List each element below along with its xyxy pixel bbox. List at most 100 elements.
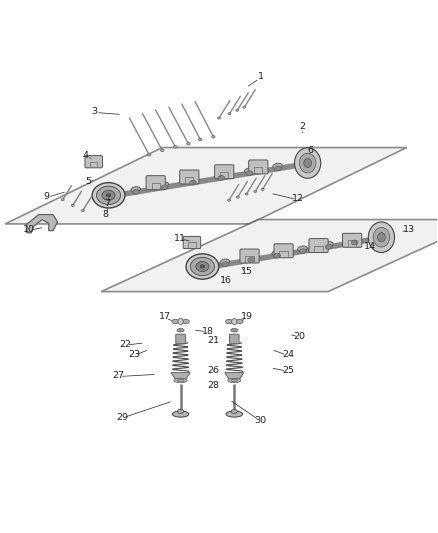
Text: 22: 22 <box>119 340 131 349</box>
Text: 23: 23 <box>128 350 140 359</box>
Ellipse shape <box>254 190 257 192</box>
Ellipse shape <box>273 163 282 168</box>
Polygon shape <box>171 373 190 379</box>
FancyBboxPatch shape <box>240 249 259 263</box>
Ellipse shape <box>106 193 111 197</box>
Ellipse shape <box>272 251 281 256</box>
Ellipse shape <box>218 117 220 119</box>
Text: 8: 8 <box>102 209 109 219</box>
Ellipse shape <box>351 240 358 245</box>
Ellipse shape <box>243 106 246 108</box>
FancyBboxPatch shape <box>215 165 234 179</box>
Ellipse shape <box>61 199 64 201</box>
Text: 13: 13 <box>403 225 415 234</box>
Ellipse shape <box>71 204 74 206</box>
Ellipse shape <box>182 319 189 324</box>
Ellipse shape <box>178 318 183 325</box>
Ellipse shape <box>325 245 332 249</box>
Ellipse shape <box>304 158 311 167</box>
FancyBboxPatch shape <box>309 239 328 253</box>
Ellipse shape <box>298 246 307 252</box>
Ellipse shape <box>96 186 120 205</box>
Ellipse shape <box>231 379 238 382</box>
Ellipse shape <box>196 262 209 271</box>
FancyBboxPatch shape <box>274 244 293 258</box>
Ellipse shape <box>200 265 205 268</box>
Ellipse shape <box>246 255 255 260</box>
Ellipse shape <box>245 193 248 195</box>
Ellipse shape <box>275 166 281 171</box>
FancyBboxPatch shape <box>230 334 239 344</box>
Ellipse shape <box>294 148 321 179</box>
Polygon shape <box>5 148 407 224</box>
Ellipse shape <box>231 409 237 414</box>
Ellipse shape <box>216 173 226 178</box>
Text: 12: 12 <box>292 195 304 203</box>
Ellipse shape <box>232 318 237 325</box>
Text: 17: 17 <box>159 312 170 321</box>
Ellipse shape <box>231 328 238 332</box>
Ellipse shape <box>350 237 359 243</box>
Ellipse shape <box>159 182 169 188</box>
Text: 16: 16 <box>219 277 232 285</box>
Ellipse shape <box>133 190 139 195</box>
Ellipse shape <box>190 180 196 185</box>
Ellipse shape <box>102 190 115 200</box>
Ellipse shape <box>228 112 231 115</box>
Ellipse shape <box>222 262 229 266</box>
Text: 4: 4 <box>83 151 89 160</box>
FancyBboxPatch shape <box>343 233 362 247</box>
FancyBboxPatch shape <box>249 160 268 174</box>
Ellipse shape <box>300 249 306 254</box>
Polygon shape <box>225 373 244 379</box>
Ellipse shape <box>244 168 254 173</box>
Ellipse shape <box>236 319 243 324</box>
Ellipse shape <box>220 259 230 264</box>
Ellipse shape <box>212 135 215 138</box>
Polygon shape <box>27 215 57 233</box>
Ellipse shape <box>373 228 390 247</box>
Ellipse shape <box>161 185 168 190</box>
Ellipse shape <box>228 378 241 383</box>
Ellipse shape <box>131 187 140 192</box>
Ellipse shape <box>274 253 280 258</box>
Ellipse shape <box>177 328 184 332</box>
Polygon shape <box>101 220 438 292</box>
FancyBboxPatch shape <box>146 176 165 190</box>
Ellipse shape <box>191 257 215 276</box>
Text: 30: 30 <box>254 416 267 425</box>
Ellipse shape <box>368 222 395 253</box>
Text: 15: 15 <box>241 267 253 276</box>
FancyBboxPatch shape <box>183 236 201 248</box>
Ellipse shape <box>92 183 125 208</box>
Ellipse shape <box>186 254 219 279</box>
Ellipse shape <box>172 319 179 324</box>
FancyBboxPatch shape <box>85 156 102 168</box>
Ellipse shape <box>226 411 243 417</box>
Ellipse shape <box>227 199 230 201</box>
Text: 7: 7 <box>105 199 111 208</box>
Text: 18: 18 <box>202 327 214 336</box>
Ellipse shape <box>187 177 197 183</box>
Ellipse shape <box>246 171 253 176</box>
Text: 28: 28 <box>208 381 220 390</box>
Text: 21: 21 <box>208 336 220 345</box>
Text: 5: 5 <box>85 177 91 186</box>
Ellipse shape <box>174 378 187 383</box>
Text: 2: 2 <box>299 122 305 131</box>
Ellipse shape <box>236 196 239 198</box>
Text: 1: 1 <box>258 72 264 81</box>
Ellipse shape <box>81 209 84 212</box>
Ellipse shape <box>148 154 151 156</box>
Text: 9: 9 <box>43 192 49 201</box>
Ellipse shape <box>198 138 202 141</box>
Text: 25: 25 <box>282 366 294 375</box>
Ellipse shape <box>299 153 316 173</box>
Ellipse shape <box>177 379 184 382</box>
Text: 3: 3 <box>92 107 98 116</box>
Ellipse shape <box>172 411 189 417</box>
FancyBboxPatch shape <box>180 170 199 184</box>
Text: 19: 19 <box>241 312 253 321</box>
Ellipse shape <box>248 257 254 262</box>
Text: 27: 27 <box>113 371 124 380</box>
